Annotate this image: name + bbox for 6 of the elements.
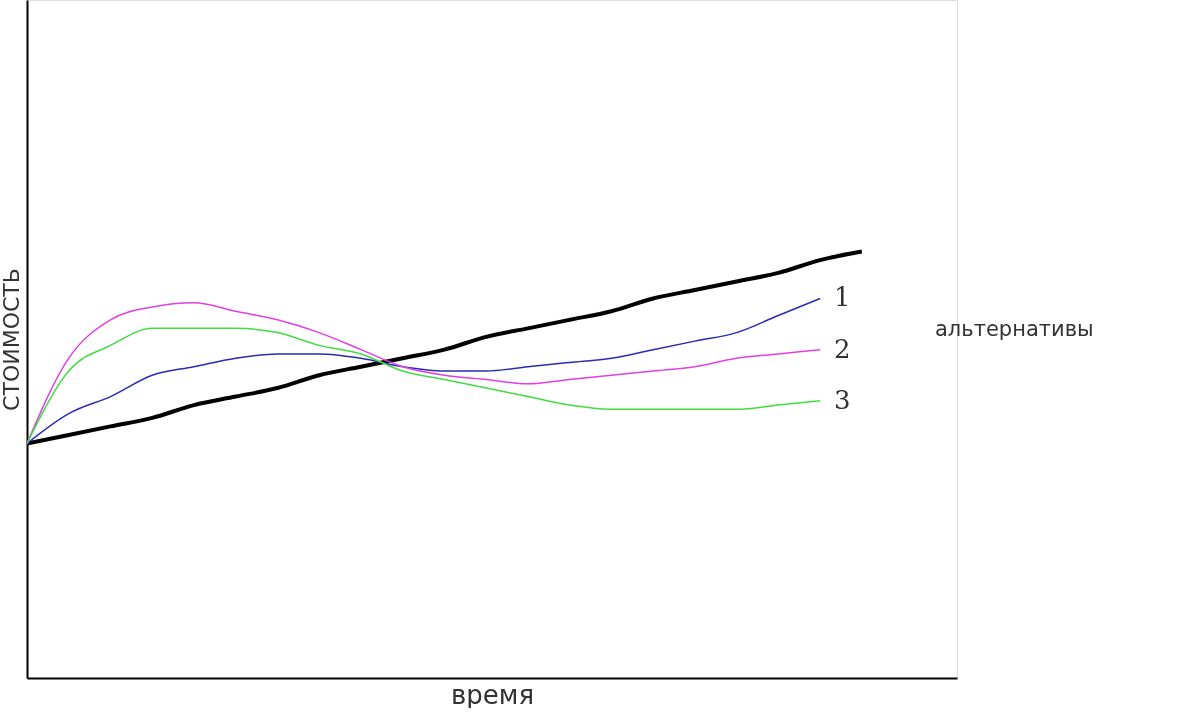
series-label: 2 bbox=[834, 333, 851, 364]
text: альтернативы bbox=[935, 317, 1094, 341]
x-axis-title: время bbox=[450, 679, 535, 710]
series-label: 1 bbox=[834, 282, 851, 313]
series-label: 3 bbox=[834, 384, 851, 415]
y-axis-title: СТОИМОСТЬ bbox=[0, 268, 24, 411]
